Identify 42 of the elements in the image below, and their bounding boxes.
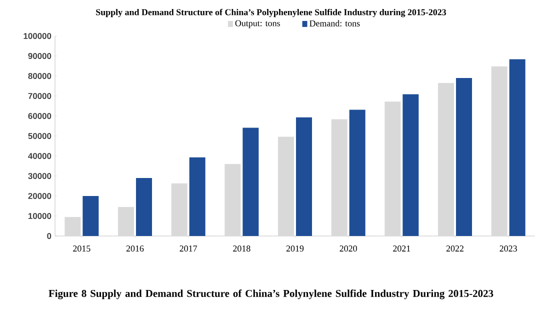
y-tick-label: 40000	[28, 153, 52, 159]
x-tick-label: 2019	[286, 246, 304, 252]
caption: Figure 8 Supply and Demand Structure of China’s Polynylene Sulfide Industry During 2015-2023	[48, 290, 494, 300]
bar	[64, 217, 81, 236]
y-tick-label: 20000	[28, 193, 52, 199]
y-tick-label: 50000	[28, 133, 52, 139]
x-tick-label: 2021	[393, 246, 410, 252]
x-tick-label: 2018	[233, 246, 250, 252]
bar	[438, 82, 454, 236]
bar	[456, 78, 472, 236]
y-tick-label: 0	[47, 233, 52, 239]
chart-title: Supply and Demand Structure of China’s Polyphenylene Sulfide Industry during 2015-2023	[96, 8, 446, 18]
x-tick-label: 2016	[126, 246, 144, 252]
x-tick-label: 2020	[340, 246, 357, 252]
bar	[296, 117, 312, 236]
y-tick-label: 70000	[28, 93, 52, 99]
bar	[384, 102, 401, 236]
y-tick-label: 10000	[28, 213, 52, 219]
bar	[171, 183, 188, 236]
bar	[224, 164, 241, 236]
y-tick-label: 100000	[24, 33, 52, 39]
bar	[402, 94, 419, 236]
x-tick-label: 2022	[446, 246, 464, 252]
y-tick-label: 60000	[28, 113, 52, 119]
bar	[242, 128, 259, 236]
bar	[118, 207, 134, 236]
bar	[189, 157, 206, 236]
legend-label: Output: tons	[235, 20, 280, 28]
y-tick-label: 80000	[28, 73, 52, 79]
y-tick-label: 90000	[28, 53, 52, 59]
x-tick-label: 2015	[73, 246, 90, 252]
x-tick-label: 2017	[180, 246, 198, 252]
x-tick-label: 2023	[500, 246, 517, 252]
y-tick-label: 30000	[28, 173, 52, 179]
bar	[136, 178, 152, 236]
bar	[278, 136, 294, 236]
bar	[349, 110, 366, 236]
bar	[331, 119, 348, 236]
bar	[491, 66, 508, 236]
legend-label: Demand: tons	[310, 20, 360, 26]
bar	[509, 59, 526, 236]
bar	[82, 196, 99, 236]
